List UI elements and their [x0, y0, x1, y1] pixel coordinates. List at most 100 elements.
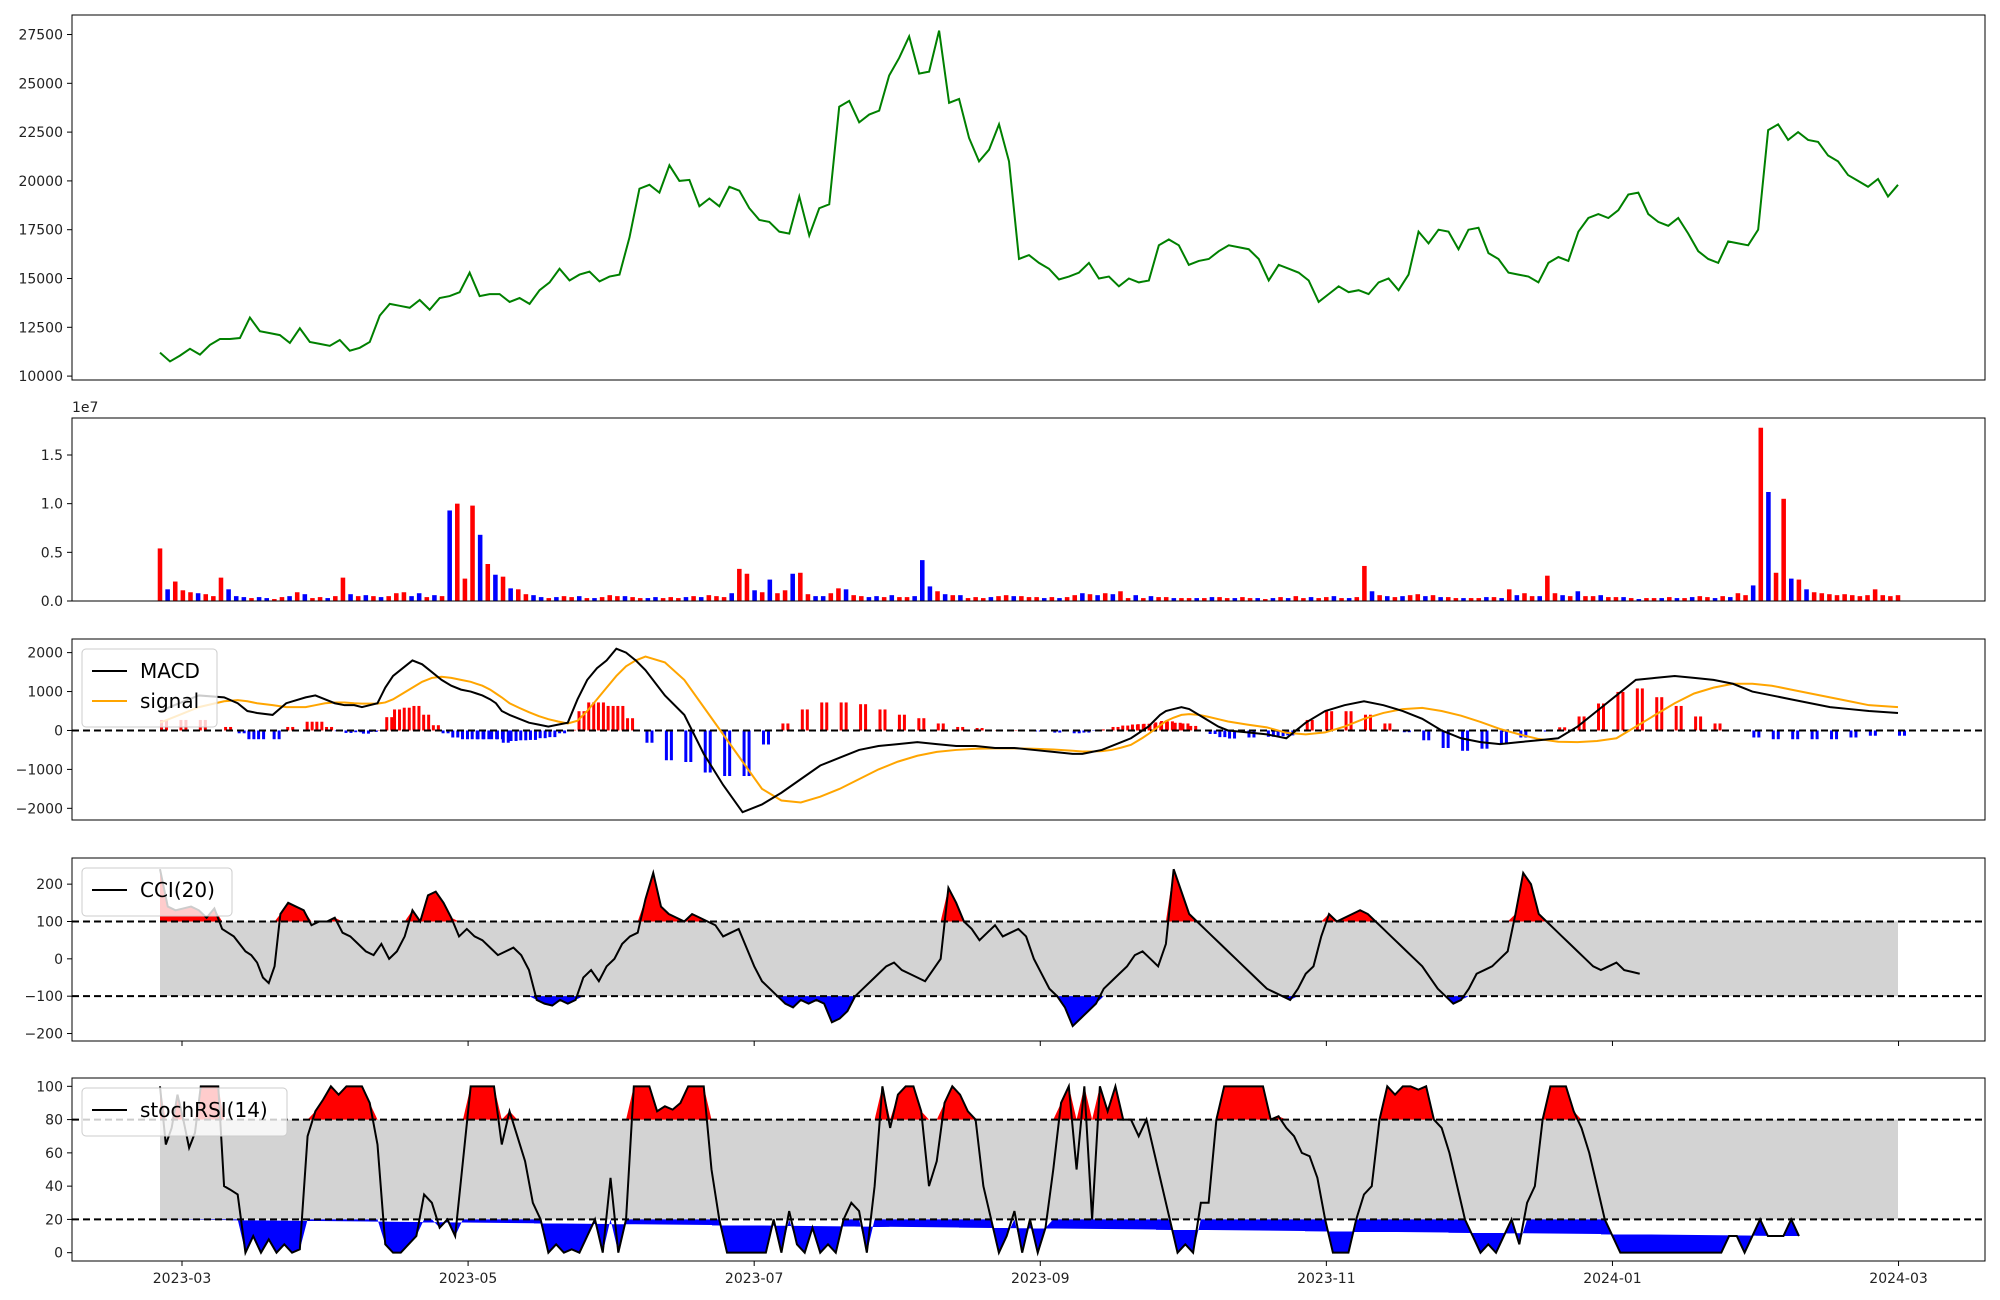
macd-histogram-bar [1165, 721, 1169, 731]
macd-histogram-bar [1543, 730, 1547, 732]
macd-histogram-bar [427, 714, 431, 731]
macd-histogram-bar [1111, 726, 1115, 731]
macd-histogram-bar [1868, 730, 1872, 736]
macd-histogram-bar [631, 718, 635, 731]
volume-ytick-label: 0.0 [41, 594, 63, 610]
stochrsi-ytick-label: 100 [36, 1079, 63, 1095]
macd-histogram-bar [941, 723, 945, 731]
volume-bar [1026, 597, 1032, 601]
volume-bar [1506, 589, 1512, 601]
cci-neutral-band [160, 921, 1898, 997]
macd-histogram-bar [1223, 730, 1227, 738]
volume-bar [188, 592, 193, 601]
macd-histogram-bar [277, 730, 281, 740]
volume-bar [1034, 597, 1039, 601]
stochrsi-legend [81, 1087, 288, 1137]
macd-histogram-bar [1126, 725, 1130, 731]
volume-bar [1064, 597, 1070, 601]
cci-frame [71, 857, 1986, 1042]
price-line [159, 30, 1899, 363]
macd-histogram-bar [684, 730, 688, 763]
macd-histogram-bar [490, 730, 494, 740]
volume-bar [683, 597, 689, 601]
volume-bar [1095, 595, 1100, 601]
volume-bar [798, 572, 803, 601]
macd-histogram-bar [1136, 724, 1140, 731]
macd-histogram-bar [689, 730, 693, 763]
macd-histogram-bar [1160, 721, 1164, 731]
macd-histogram-bar [747, 730, 751, 777]
macd-ytick-label: 0 [54, 723, 63, 739]
volume-bar [805, 594, 811, 601]
volume-bar [1712, 598, 1718, 601]
volume-bar [1011, 596, 1017, 601]
stochrsi-frame [71, 1077, 1986, 1262]
macd-histogram-bar [1524, 730, 1528, 738]
macd-histogram-bar [374, 730, 378, 732]
macd-histogram-bar [252, 730, 256, 740]
macd-histogram-bar [393, 709, 397, 731]
volume-bar [1743, 595, 1748, 601]
volume-bar [1705, 597, 1710, 601]
volume-bar [1240, 597, 1245, 601]
volume-bar [310, 598, 315, 601]
price-ytick-label: 10000 [18, 369, 63, 385]
volume-bar [325, 598, 330, 601]
macd-histogram-bar [975, 728, 979, 731]
volume-bar [721, 597, 727, 601]
macd-histogram-bar [460, 730, 464, 740]
price-ytick-label: 17500 [18, 223, 63, 239]
volume-bar [1285, 598, 1291, 601]
macd-histogram-bar [325, 726, 329, 731]
macd-histogram-bar [703, 730, 707, 773]
volume-bar [157, 548, 163, 601]
macd-histogram-bar [465, 730, 469, 740]
cci-ytick-label: 200 [36, 877, 63, 893]
volume-bar [1552, 593, 1558, 601]
macd-histogram-bar [1154, 722, 1158, 731]
volume-bar [851, 595, 856, 601]
cci-overbought-fill [160, 869, 1640, 922]
volume-bar [1369, 591, 1375, 601]
macd-histogram-bar [412, 705, 416, 731]
macd-histogram-bar [621, 705, 625, 731]
volume-bar [1133, 595, 1138, 601]
volume-bar [1728, 597, 1733, 601]
macd-histogram-bar [1461, 730, 1465, 751]
volume-ytick-label: 1.0 [41, 497, 63, 513]
volume-bar [752, 590, 757, 601]
macd-histogram-bar [1218, 730, 1222, 738]
macd-histogram-bar [1873, 730, 1877, 736]
volume-bar [1628, 598, 1634, 601]
macd-histogram-bar [1597, 703, 1601, 731]
volume-bar [241, 597, 247, 601]
stochrsi-xtick-label: 2023-11 [1297, 1271, 1356, 1287]
macd-histogram-bar [917, 718, 921, 731]
volume-bar [1857, 596, 1863, 601]
volume-bar [958, 595, 963, 601]
volume-bar [1682, 598, 1687, 601]
volume-bar [942, 594, 948, 601]
macd-histogram-bar [487, 730, 491, 740]
macd-histogram-bar [482, 730, 486, 740]
volume-bar [1445, 597, 1451, 601]
macd-histogram-bar [1499, 730, 1503, 745]
macd-ytick-label: −2000 [16, 801, 63, 817]
macd-histogram-bar [407, 707, 411, 731]
macd-histogram-bar [524, 730, 528, 741]
volume-bar [1537, 596, 1543, 601]
volume-bar [1583, 596, 1588, 601]
macd-histogram-bar [1208, 730, 1212, 734]
macd-histogram-bar [723, 730, 727, 777]
volume-bar [866, 597, 872, 601]
macd-histogram-bar [669, 730, 673, 761]
volume-bar [569, 597, 574, 601]
volume-bar [264, 598, 269, 601]
volume-bar [1217, 597, 1222, 601]
macd-histogram-bar [572, 729, 576, 731]
volume-bar [1849, 595, 1855, 601]
macd-histogram-bar [1441, 730, 1445, 748]
volume-bar [1811, 592, 1817, 601]
macd-histogram-bar [1276, 730, 1280, 737]
macd-histogram-bar [1058, 730, 1062, 733]
